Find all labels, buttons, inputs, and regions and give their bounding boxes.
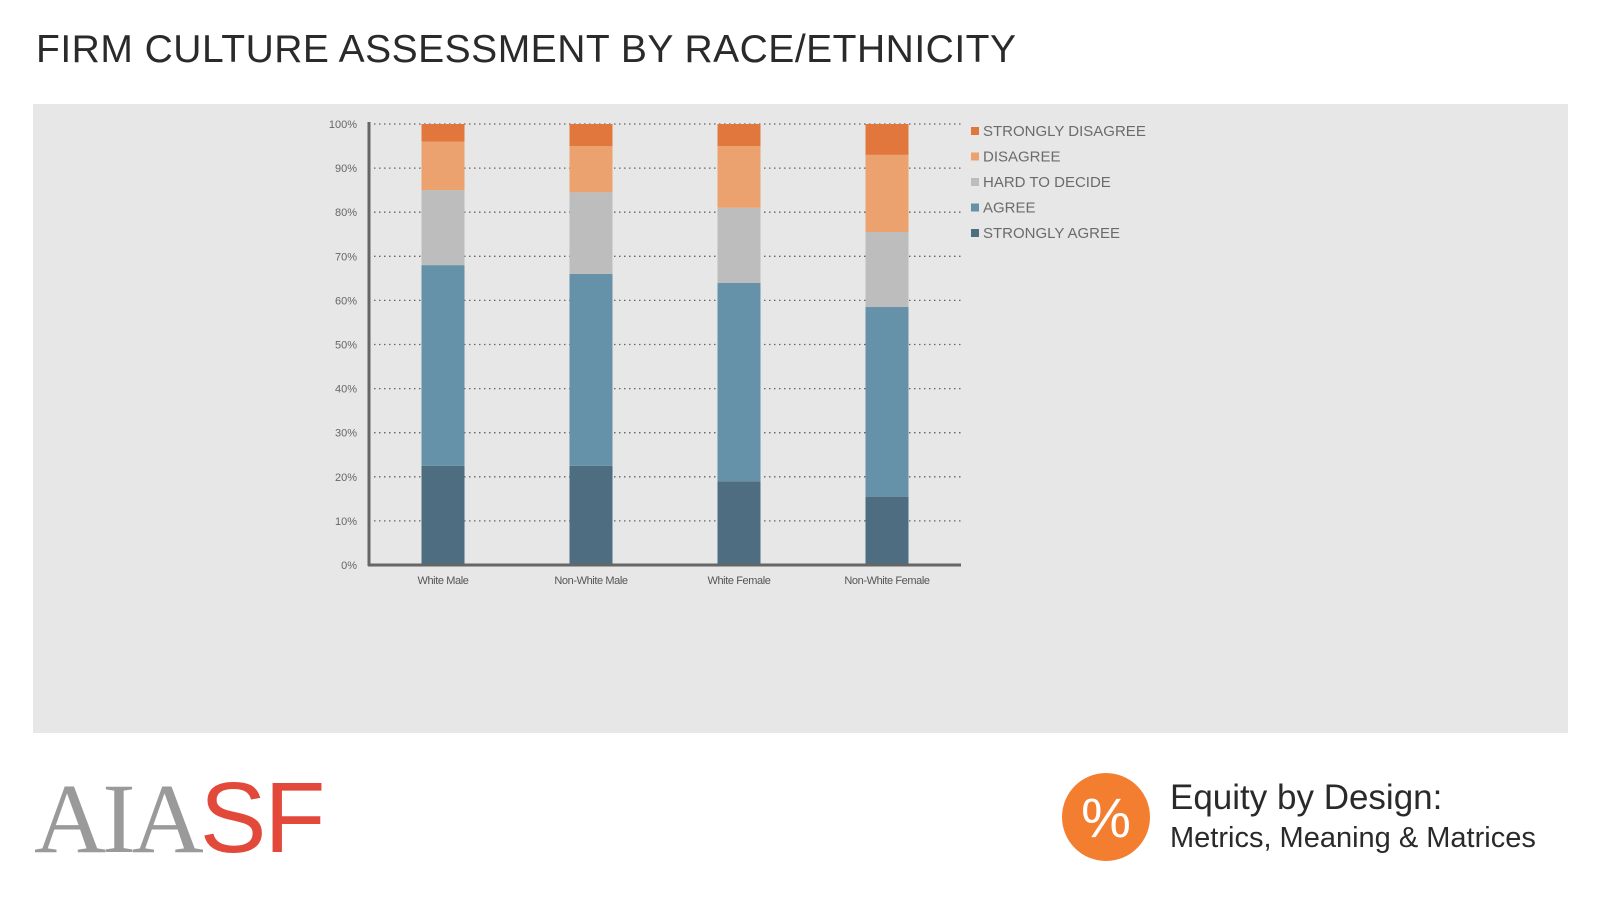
legend-swatch bbox=[971, 152, 979, 161]
y-tick-label: 20% bbox=[335, 472, 357, 484]
equity-title: Equity by Design: bbox=[1170, 778, 1443, 817]
aiasf-logo: AIASF bbox=[34, 768, 326, 869]
y-tick-labels: 0% 10% 20% 30% 40% 50% 60% 70% 80% 90% 100% bbox=[329, 119, 357, 572]
bar-segment bbox=[569, 124, 613, 147]
x-category-label: Non-White Female bbox=[844, 575, 930, 587]
bar-segment bbox=[865, 496, 909, 565]
y-tick-label: 50% bbox=[335, 340, 357, 352]
y-tick-label: 30% bbox=[335, 428, 357, 440]
y-tick-label: 10% bbox=[335, 516, 357, 528]
bar-segment bbox=[865, 232, 909, 308]
legend-label: DISAGREE bbox=[983, 149, 1061, 166]
bar-segment bbox=[717, 146, 761, 208]
bar-segment bbox=[569, 273, 613, 466]
bars bbox=[421, 124, 909, 565]
bar-segment bbox=[717, 481, 761, 565]
x-category-labels: White Male Non-White Male White Female Non-… bbox=[417, 575, 930, 587]
legend-label: STRONGLY DISAGREE bbox=[983, 123, 1146, 140]
bar-segment bbox=[717, 282, 761, 482]
stacked-bar-chart: 0% 10% 20% 30% 40% 50% 60% 70% 80% 90% 100% White … bbox=[329, 119, 1146, 587]
bar-segment bbox=[865, 124, 909, 155]
axes bbox=[367, 122, 961, 567]
x-category-label: White Male bbox=[417, 575, 468, 587]
y-tick-label: 70% bbox=[335, 251, 357, 263]
bar-segment bbox=[421, 124, 465, 142]
equity-subtitle: Metrics, Meaning & Matrices bbox=[1170, 822, 1536, 854]
y-tick-label: 90% bbox=[335, 163, 357, 175]
y-tick-label: 100% bbox=[329, 119, 357, 131]
y-tick-label: 80% bbox=[335, 207, 357, 219]
y-tick-label: 0% bbox=[341, 560, 357, 572]
legend: STRONGLY DISAGREE DISAGREE HARD TO DECIDE A… bbox=[971, 123, 1146, 242]
logo-sf-text: SF bbox=[199, 762, 326, 874]
bar-segment bbox=[569, 192, 613, 274]
legend-swatch bbox=[971, 229, 979, 237]
legend-label: STRONGLY AGREE bbox=[983, 225, 1120, 242]
bar-segment bbox=[717, 207, 761, 283]
logo-aia-text: AIA bbox=[34, 763, 204, 874]
bar-segment bbox=[865, 307, 909, 497]
chart-panel: 0% 10% 20% 30% 40% 50% 60% 70% 80% 90% 100% White … bbox=[33, 104, 1568, 733]
x-category-label: White Female bbox=[707, 575, 770, 587]
bar-segment bbox=[421, 265, 465, 466]
bar-segment bbox=[421, 465, 465, 565]
page-title: FIRM CULTURE ASSESSMENT BY RACE/ETHNICIT… bbox=[36, 28, 1017, 71]
bar-segment bbox=[865, 154, 909, 233]
bar-segment bbox=[421, 141, 465, 191]
y-tick-label: 60% bbox=[335, 295, 357, 307]
x-category-label: Non-White Male bbox=[554, 575, 628, 587]
legend-swatch bbox=[971, 127, 979, 135]
legend-swatch bbox=[971, 203, 979, 212]
bar-segment bbox=[569, 465, 613, 565]
legend-label: AGREE bbox=[983, 200, 1036, 217]
legend-swatch bbox=[971, 178, 979, 186]
bar-segment bbox=[421, 190, 465, 266]
percent-badge-icon: % bbox=[1062, 773, 1150, 861]
y-tick-label: 40% bbox=[335, 384, 357, 396]
bar-segment bbox=[569, 146, 613, 193]
legend-label: HARD TO DECIDE bbox=[983, 174, 1111, 191]
gridlines bbox=[369, 123, 961, 522]
bar-segment bbox=[717, 124, 761, 147]
